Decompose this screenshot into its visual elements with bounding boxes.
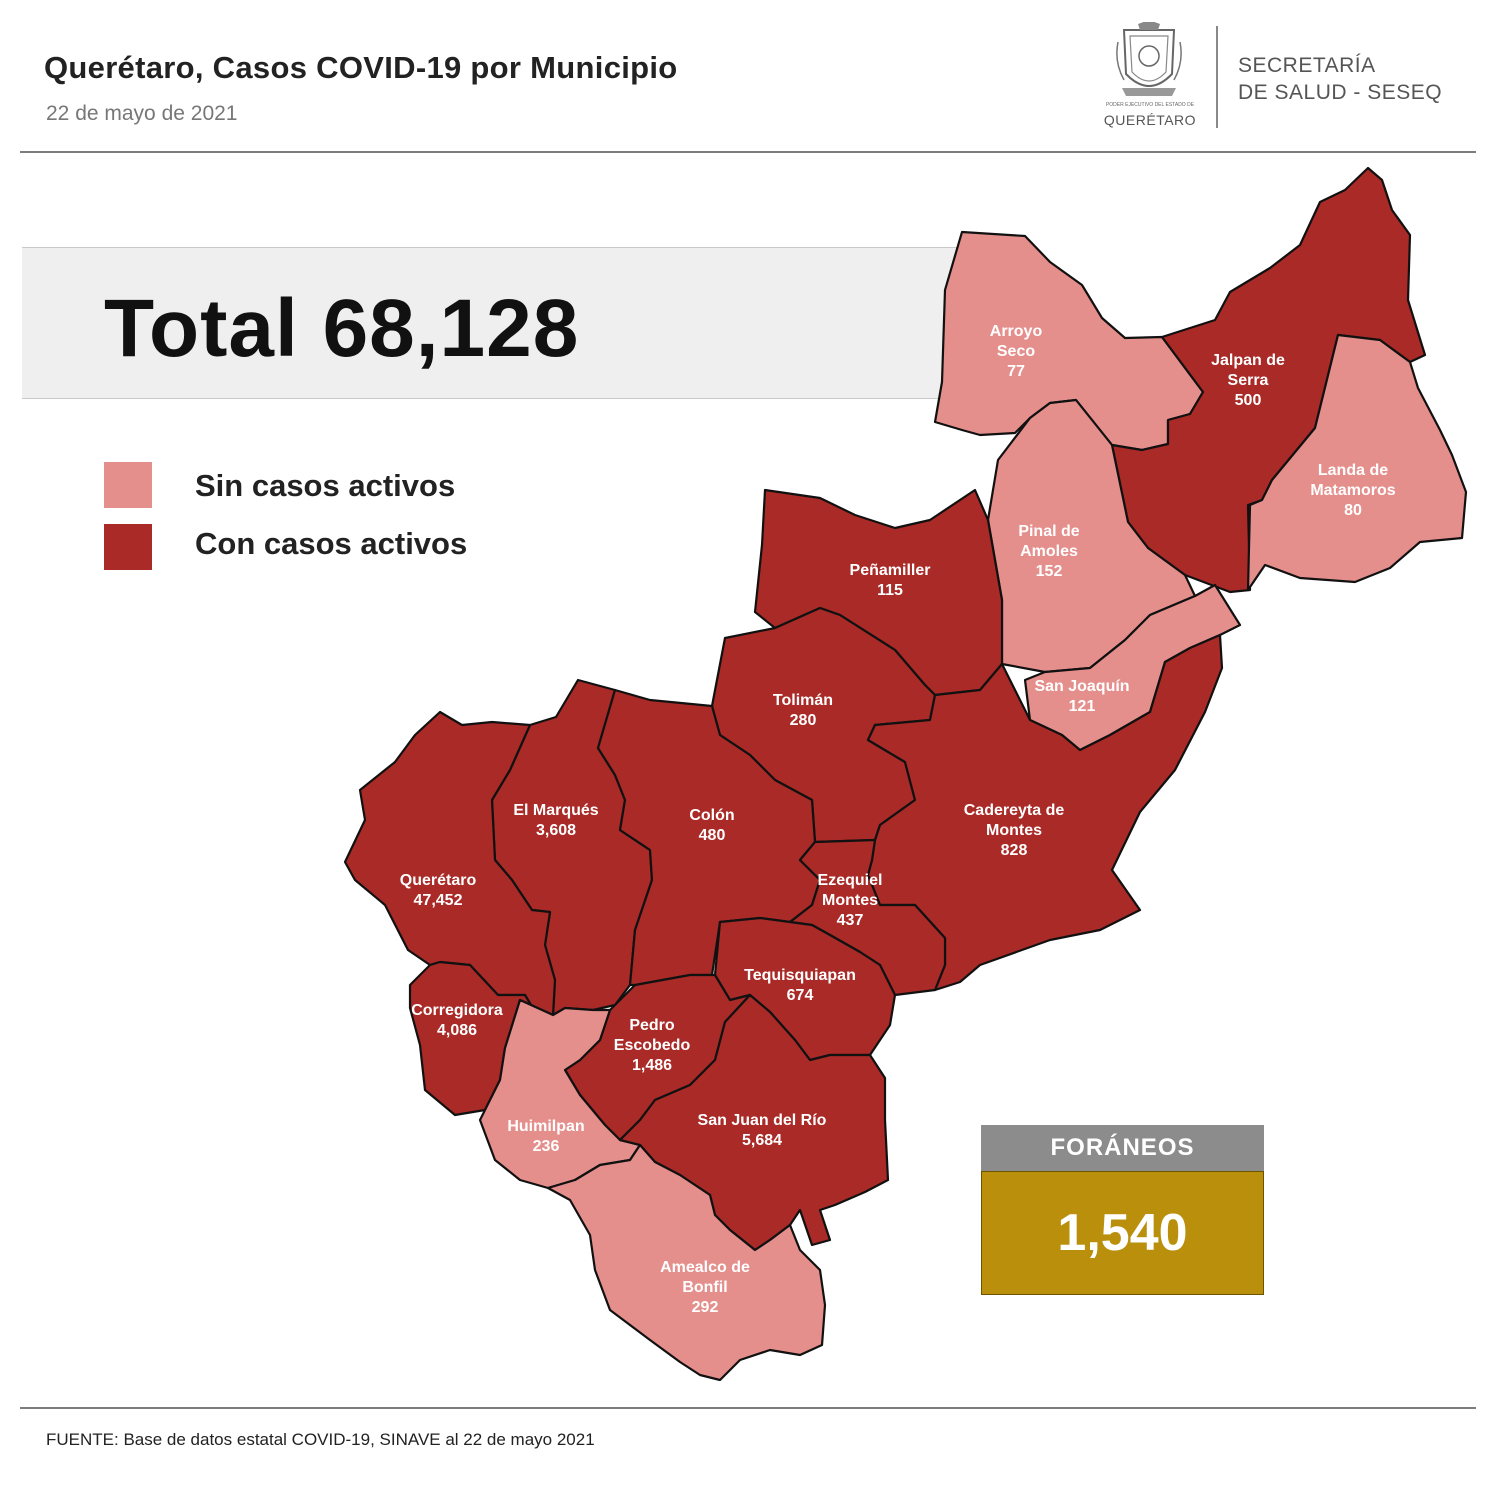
municipality-label-san-juan: San Juan del Río 5,684 bbox=[698, 1112, 827, 1149]
municipality-label-cadereyta: Cadereyta de Montes 828 bbox=[964, 802, 1065, 859]
municipality-name-landa: Landa de bbox=[1318, 462, 1388, 479]
municipality-label-san-joaquin: San Joaquín 121 bbox=[1034, 678, 1129, 715]
municipality-name-queretaro: Querétaro bbox=[400, 872, 477, 889]
municipality-name-san-joaquin: San Joaquín bbox=[1034, 678, 1129, 695]
municipality-name-cadereyta: Montes bbox=[986, 822, 1042, 839]
total-band bbox=[22, 247, 962, 399]
municipality-label-ezequiel: Ezequiel Montes 437 bbox=[818, 872, 883, 929]
municipality-label-pinal: Pinal de Amoles 152 bbox=[1018, 523, 1079, 580]
municipality-label-landa: Landa de Matamoros 80 bbox=[1310, 462, 1395, 519]
foraneos-value: 1,540 bbox=[981, 1171, 1264, 1295]
municipality-label-corregidora: Corregidora 4,086 bbox=[411, 1002, 503, 1039]
municipality-name-amealco: Bonfil bbox=[682, 1279, 727, 1296]
municipality-cases-landa: 80 bbox=[1344, 502, 1362, 519]
municipality-label-tequisquiapan: Tequisquiapan 674 bbox=[744, 967, 856, 1004]
report-date: 22 de mayo de 2021 bbox=[46, 102, 238, 125]
municipality-cases-tequisquiapan: 674 bbox=[787, 987, 814, 1004]
footer-rule bbox=[20, 1407, 1476, 1409]
municipality-landa bbox=[1246, 333, 1468, 592]
agency-name: SECRETARÍA DE SALUD - SESEQ bbox=[1238, 52, 1442, 106]
municipality-label-arroyo-seco: Arroyo Seco 77 bbox=[990, 323, 1043, 380]
municipality-name-jalpan: Jalpan de bbox=[1211, 352, 1285, 369]
municipality-cases-cadereyta: 828 bbox=[1001, 842, 1028, 859]
municipality-label-el-marques: El Marqués 3,608 bbox=[513, 802, 598, 839]
municipality-label-jalpan: Jalpan de Serra 500 bbox=[1211, 352, 1285, 409]
municipality-cases-huimilpan: 236 bbox=[533, 1138, 560, 1155]
municipality-cases-pedro-escobedo: 1,486 bbox=[632, 1057, 672, 1074]
municipality-label-queretaro: Querétaro 47,452 bbox=[400, 872, 477, 909]
municipality-cases-colon: 480 bbox=[699, 827, 726, 844]
coat-of-arms-icon bbox=[1116, 22, 1182, 96]
municipality-label-toliman: Tolimán 280 bbox=[773, 692, 833, 729]
legend-swatch-sin-casos bbox=[104, 462, 152, 508]
municipality-cases-el-marques: 3,608 bbox=[536, 822, 576, 839]
municipality-name-el-marques: El Marqués bbox=[513, 802, 598, 819]
municipality-label-penamiller: Peñamiller 115 bbox=[850, 562, 931, 599]
municipality-cases-jalpan: 500 bbox=[1235, 392, 1262, 409]
header-divider bbox=[1216, 26, 1218, 128]
municipality-name-ezequiel: Montes bbox=[822, 892, 878, 909]
municipality-cases-san-juan: 5,684 bbox=[742, 1132, 782, 1149]
legend-label-con-casos: Con casos activos bbox=[195, 526, 468, 561]
municipality-name-cadereyta: Cadereyta de bbox=[964, 802, 1065, 819]
page-title: Querétaro, Casos COVID-19 por Municipio bbox=[44, 50, 678, 85]
municipality-name-jalpan: Serra bbox=[1228, 372, 1269, 389]
municipality-name-ezequiel: Ezequiel bbox=[818, 872, 883, 889]
municipality-cases-toliman: 280 bbox=[790, 712, 817, 729]
municipality-name-tequisquiapan: Tequisquiapan bbox=[744, 967, 856, 984]
municipality-cases-arroyo-seco: 77 bbox=[1007, 363, 1025, 380]
logo-subtext: PODER EJECUTIVO DEL ESTADO DE bbox=[1105, 102, 1195, 108]
logo-caption: QUERÉTARO bbox=[1103, 112, 1197, 128]
municipality-cases-amealco: 292 bbox=[692, 1299, 719, 1316]
municipality-name-pedro-escobedo: Escobedo bbox=[614, 1037, 691, 1054]
municipality-name-colon: Colón bbox=[689, 807, 734, 824]
municipality-cases-corregidora: 4,086 bbox=[437, 1022, 477, 1039]
municipality-cases-queretaro: 47,452 bbox=[414, 892, 463, 909]
municipality-name-penamiller: Peñamiller bbox=[850, 562, 931, 579]
agency-line-1: SECRETARÍA bbox=[1238, 54, 1376, 77]
municipality-name-toliman: Tolimán bbox=[773, 692, 833, 709]
municipality-label-pedro-escobedo: Pedro Escobedo 1,486 bbox=[614, 1017, 691, 1074]
agency-line-2: DE SALUD - SESEQ bbox=[1238, 81, 1443, 104]
municipality-name-san-juan: San Juan del Río bbox=[698, 1112, 827, 1129]
source-note: FUENTE: Base de datos estatal COVID-19, … bbox=[46, 1430, 595, 1449]
municipality-name-pinal: Pinal de bbox=[1018, 523, 1079, 540]
municipality-name-corregidora: Corregidora bbox=[411, 1002, 503, 1019]
foraneos-title: FORÁNEOS bbox=[981, 1125, 1264, 1171]
total-cases: Total 68,128 bbox=[104, 283, 580, 374]
municipality-cadereyta bbox=[866, 633, 1224, 992]
header-rule bbox=[20, 151, 1476, 153]
municipality-name-amealco: Amealco de bbox=[660, 1259, 750, 1276]
municipality-name-pedro-escobedo: Pedro bbox=[629, 1017, 675, 1034]
municipality-label-huimilpan: Huimilpan 236 bbox=[507, 1118, 584, 1155]
legend-swatch-con-casos bbox=[104, 524, 152, 570]
municipality-cases-ezequiel: 437 bbox=[837, 912, 864, 929]
municipality-cases-pinal: 152 bbox=[1036, 563, 1063, 580]
municipality-cases-san-joaquin: 121 bbox=[1069, 698, 1096, 715]
municipality-amealco bbox=[546, 1143, 827, 1382]
municipality-name-arroyo-seco: Seco bbox=[997, 343, 1035, 360]
municipality-name-arroyo-seco: Arroyo bbox=[990, 323, 1043, 340]
municipality-label-amealco: Amealco de Bonfil 292 bbox=[660, 1259, 750, 1316]
municipality-cases-penamiller: 115 bbox=[877, 582, 903, 599]
queretaro-government-logo: PODER EJECUTIVO DEL ESTADO DE QUERÉTARO bbox=[1100, 22, 1200, 132]
municipality-name-huimilpan: Huimilpan bbox=[507, 1118, 584, 1135]
municipality-name-landa: Matamoros bbox=[1310, 482, 1395, 499]
municipality-label-colon: Colón 480 bbox=[689, 807, 734, 844]
municipality-name-pinal: Amoles bbox=[1020, 543, 1078, 560]
legend-label-sin-casos: Sin casos activos bbox=[195, 468, 456, 503]
